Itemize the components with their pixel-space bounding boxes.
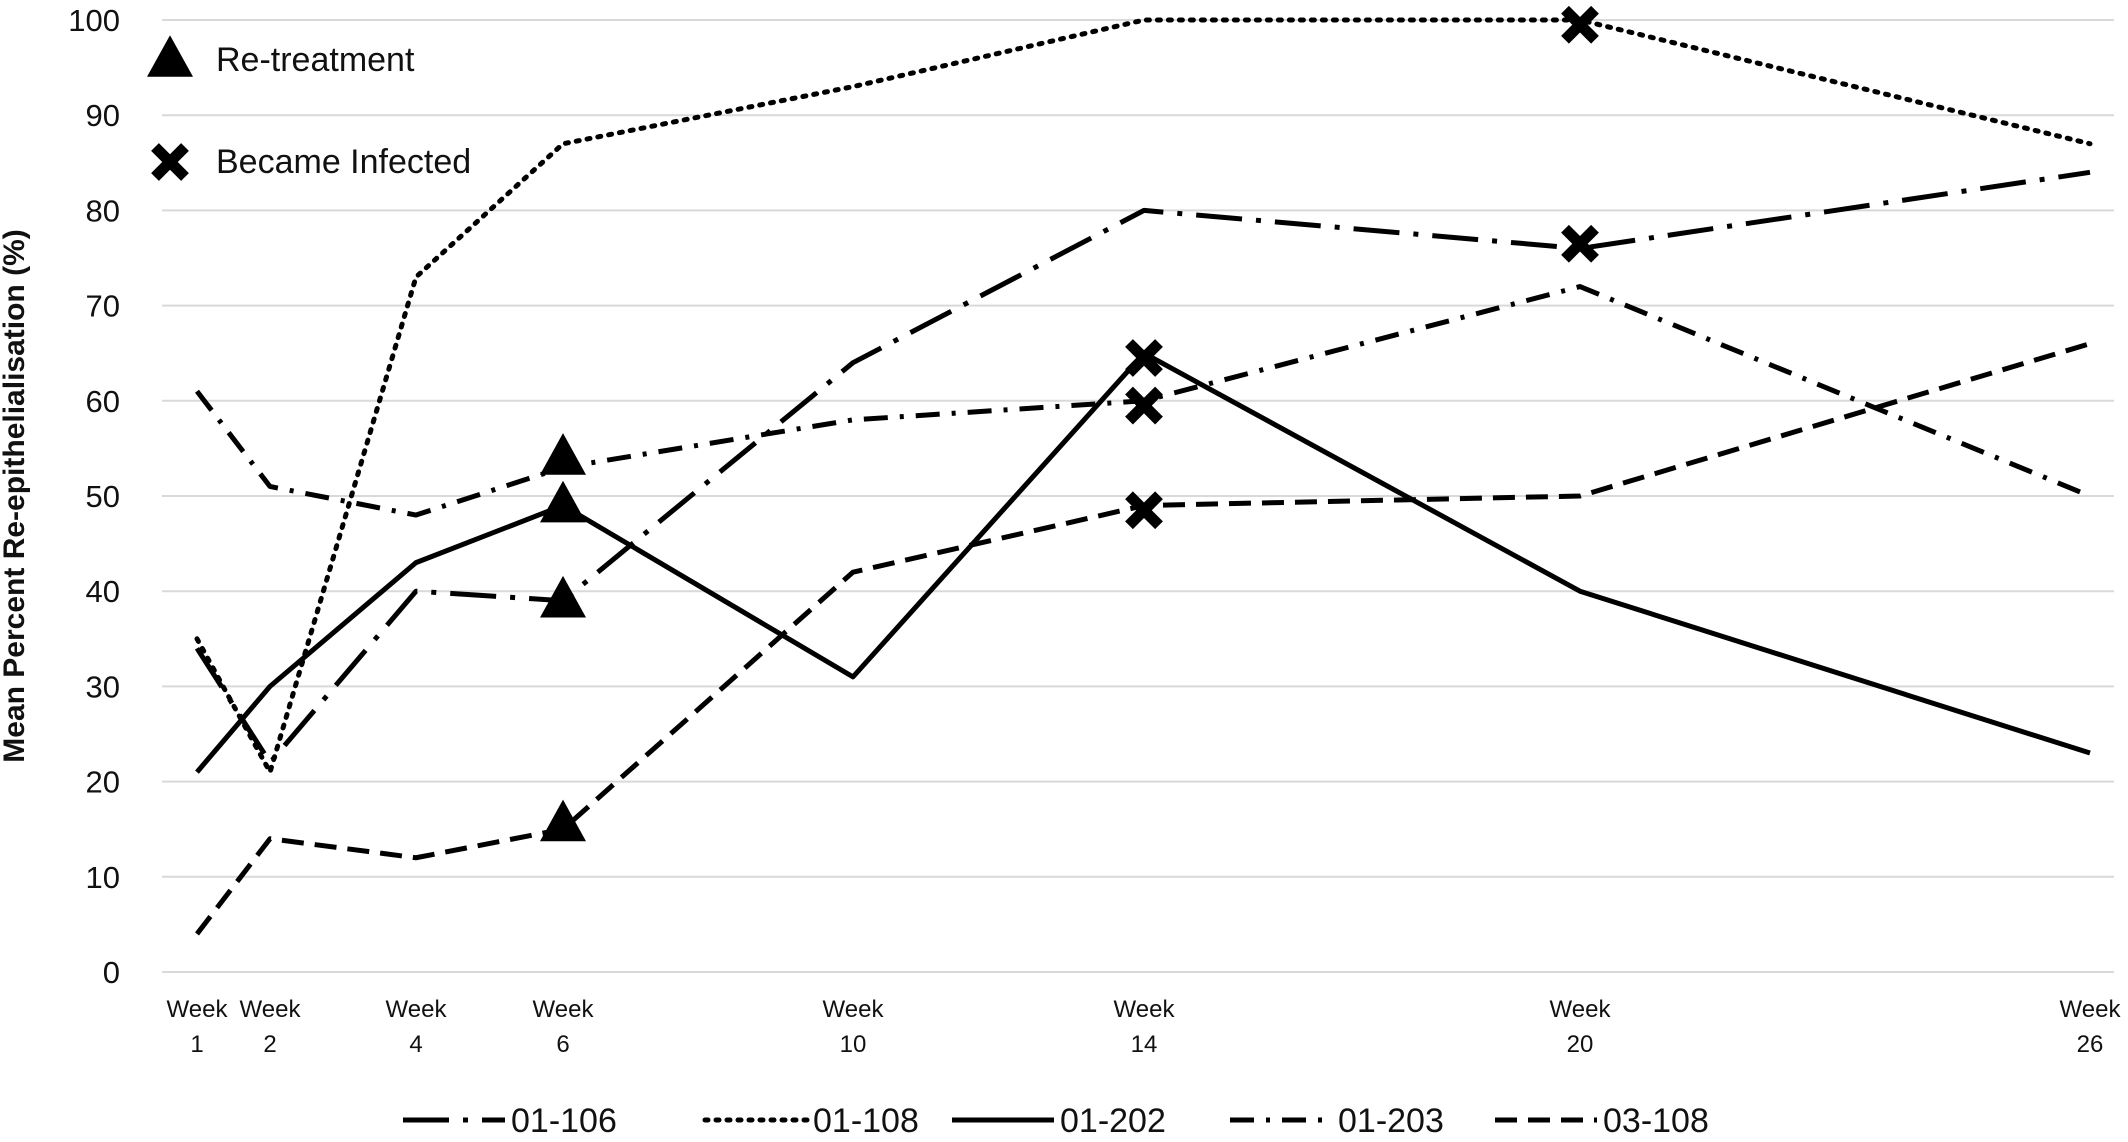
series-lines	[194, 17, 2093, 936]
x-tick-label: 26	[2077, 1031, 2104, 1058]
marker-legend: Re-treatment Became Infected	[147, 35, 471, 181]
y-tick-label: 20	[86, 765, 120, 800]
event-markers	[540, 5, 1599, 842]
x-tick-label: Week	[1114, 996, 1176, 1023]
legend-label: 01-203	[1338, 1102, 1444, 1137]
y-tick-label: 90	[86, 98, 120, 133]
y-tick-label: 40	[86, 574, 120, 609]
retreatment-marker	[540, 433, 586, 475]
infection-marker	[1561, 5, 1599, 44]
x-tick-label: Week	[1550, 996, 1612, 1023]
series-line-01-106	[194, 169, 2091, 766]
series-line-01-202	[195, 350, 2091, 774]
infection-legend-icon	[151, 143, 189, 181]
infection-marker	[1125, 386, 1163, 425]
y-tick-label: 0	[103, 955, 120, 990]
y-tick-label: 60	[86, 384, 120, 419]
series-line-01-108	[194, 17, 2093, 775]
x-tick-label: 6	[556, 1031, 569, 1058]
infection-marker	[1561, 224, 1599, 263]
x-tick-label: Week	[167, 996, 229, 1023]
x-tick-label: Week	[2060, 996, 2122, 1023]
x-tick-label: 10	[840, 1031, 867, 1058]
marker-legend-label: Re-treatment	[216, 41, 415, 79]
x-tick-label: Week	[386, 996, 448, 1023]
x-tick-label: Week	[240, 996, 302, 1023]
legend-label: 01-106	[511, 1102, 617, 1137]
legend-label: 01-108	[813, 1102, 919, 1137]
infection-marker	[1125, 491, 1163, 530]
retreatment-marker	[540, 575, 586, 618]
x-tick-label: 14	[1131, 1031, 1158, 1058]
legend-label: 01-202	[1060, 1102, 1166, 1137]
y-tick-label: 50	[86, 479, 120, 514]
series-legend: 01-106 01-108 01-202 01-203 03-108	[403, 1102, 1709, 1140]
x-tick-label: Week	[823, 996, 885, 1023]
series-line-03-108	[195, 341, 2091, 936]
retreatment-legend-icon	[147, 35, 193, 77]
x-tick-label: 2	[263, 1031, 276, 1058]
retreatment-marker	[540, 799, 586, 842]
y-axis-label: Mean Percent Re-epithelialisation (%)	[0, 229, 31, 762]
y-tick-label: 70	[86, 289, 120, 324]
y-tick-label: 80	[86, 193, 120, 228]
x-tick-label: Week	[533, 996, 595, 1023]
y-tick-label: 10	[86, 860, 120, 895]
infection-marker	[1125, 339, 1163, 377]
x-tick-label: 4	[409, 1031, 422, 1058]
gridlines	[162, 19, 2114, 973]
x-tick-label: 1	[190, 1031, 203, 1058]
marker-legend-label: Became Infected	[216, 143, 471, 181]
x-tick-label: 20	[1567, 1031, 1594, 1058]
y-tick-label: 100	[68, 3, 120, 38]
legend-label: 03-108	[1603, 1102, 1709, 1137]
y-tick-labels: 0 10 20 30 40 50 60 70 80 90 100	[68, 3, 120, 990]
y-tick-label: 30	[86, 669, 120, 704]
retreatment-marker	[540, 480, 586, 523]
x-tick-labels: Week 1 Week 2 Week 4 Week 6 Week 10 Week 14 Week 20 We…	[167, 996, 2122, 1058]
